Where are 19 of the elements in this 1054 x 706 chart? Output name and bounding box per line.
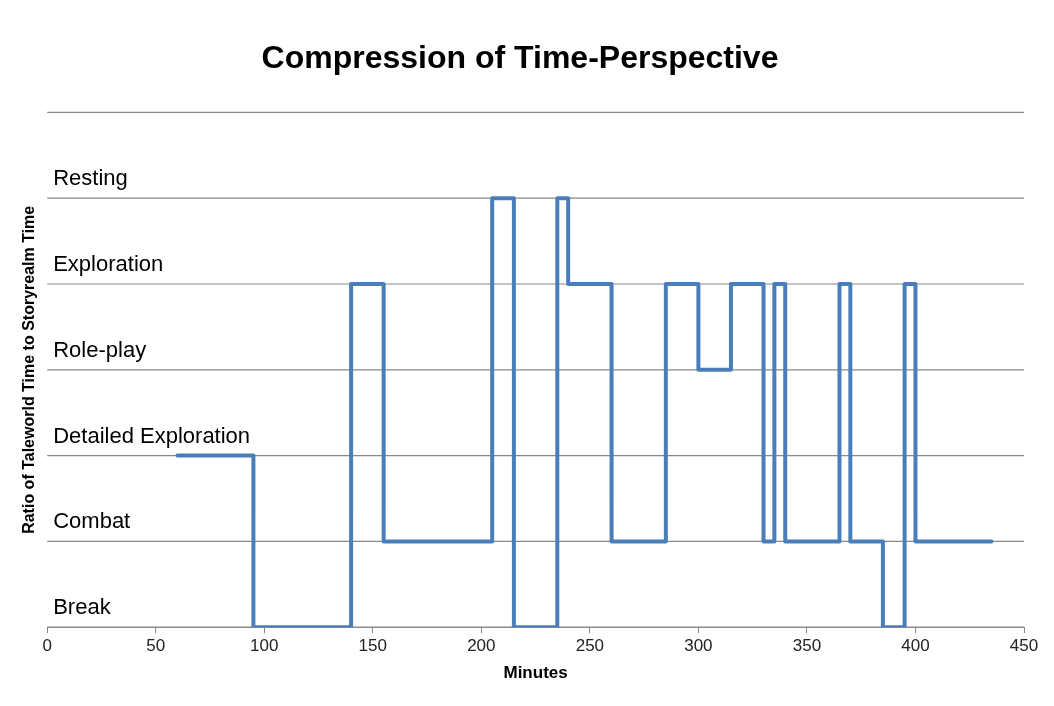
x-tick-label: 200	[467, 636, 496, 656]
ref-line-label: Role-play	[53, 336, 147, 362]
x-tick-label: 150	[358, 636, 387, 656]
x-tick-label: 250	[575, 636, 605, 656]
x-tick-label: 400	[901, 636, 930, 656]
y-axis-title: Ratio of Taleworld Time to Storyrealm Time	[20, 205, 38, 534]
ref-line-label: Combat	[53, 508, 131, 534]
x-tick-label: 50	[146, 636, 166, 656]
x-tick-label: 0	[42, 636, 52, 656]
x-tick-label: 300	[684, 636, 713, 656]
x-tick-label: 100	[250, 636, 279, 656]
ref-line-label: Exploration	[53, 251, 164, 277]
x-tick-label: 350	[792, 636, 822, 656]
ref-line-label: Resting	[53, 165, 128, 191]
x-tick-label: 450	[1009, 636, 1039, 656]
ref-line-label: Detailed Exploration	[53, 422, 251, 448]
x-axis-title: Minutes	[503, 663, 568, 683]
chart-title: Compression of Time-Perspective	[261, 39, 779, 76]
ref-line-label: Break	[53, 594, 112, 620]
